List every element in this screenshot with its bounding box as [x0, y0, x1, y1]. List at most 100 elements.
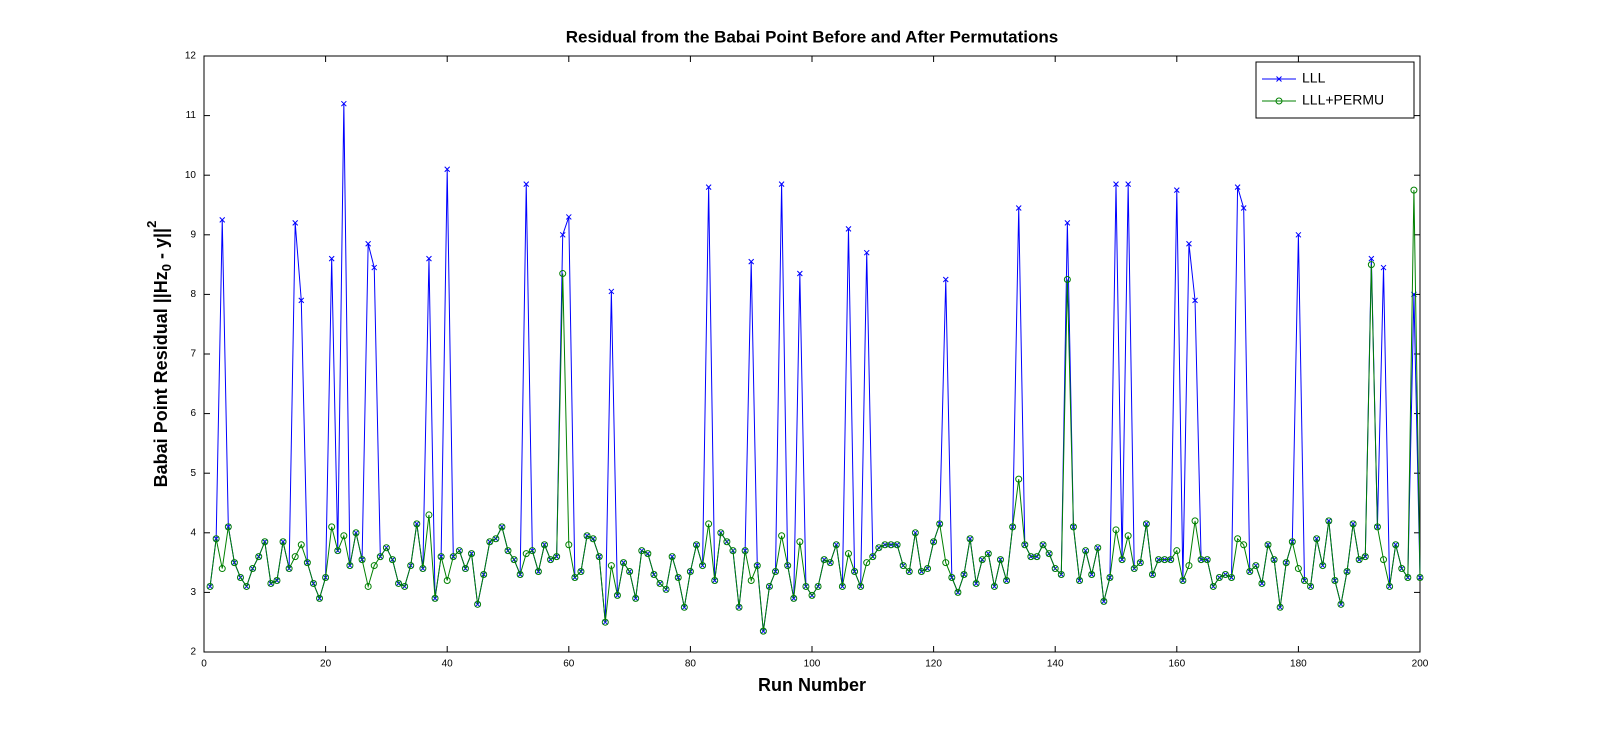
marker-x: [371, 264, 378, 271]
marker-circle: [796, 538, 804, 546]
marker-circle: [820, 556, 828, 564]
marker-circle: [1258, 579, 1266, 587]
x-tick-label: 180: [1290, 659, 1307, 670]
marker-circle: [206, 582, 214, 590]
marker-circle: [334, 547, 342, 555]
marker-circle: [1331, 576, 1339, 584]
y-axis-label: Babai Point Residual ||Hz0 - y||2: [144, 221, 174, 488]
x-tick-label: 120: [925, 659, 942, 670]
marker-circle: [857, 582, 865, 590]
marker-circle: [1179, 576, 1187, 584]
marker-circle: [1051, 565, 1059, 573]
marker-x: [219, 217, 226, 223]
marker-circle: [1337, 600, 1345, 608]
marker-circle: [1185, 562, 1193, 570]
marker-circle: [1294, 565, 1302, 573]
marker-circle: [942, 559, 950, 567]
marker-circle: [553, 553, 561, 561]
marker-x: [778, 181, 785, 187]
marker-circle: [1088, 571, 1096, 579]
marker-circle: [1319, 562, 1327, 570]
marker-circle: [1039, 541, 1047, 549]
marker-circle: [662, 585, 670, 593]
marker-circle: [1003, 576, 1011, 584]
marker-circle: [1228, 574, 1236, 581]
marker-circle: [261, 538, 269, 546]
marker-circle: [954, 588, 962, 596]
marker-circle: [692, 541, 700, 549]
marker-circle: [474, 600, 482, 608]
marker-circle: [1130, 565, 1138, 573]
marker-circle: [1373, 523, 1381, 531]
marker-circle: [236, 574, 244, 581]
marker-circle: [911, 529, 919, 537]
marker-circle: [765, 582, 773, 590]
marker-circle: [565, 541, 573, 549]
x-tick-label: 20: [320, 659, 332, 670]
marker-x: [845, 225, 852, 232]
marker-circle: [1380, 556, 1388, 564]
marker-circle: [656, 579, 664, 587]
marker-circle: [1057, 571, 1065, 579]
marker-circle: [492, 535, 500, 543]
marker-circle: [984, 550, 992, 558]
marker-circle: [601, 618, 609, 626]
marker-circle: [1416, 574, 1424, 581]
marker-circle: [936, 520, 944, 528]
marker-circle: [838, 582, 846, 590]
marker-circle: [303, 559, 311, 567]
marker-circle: [267, 579, 275, 587]
marker-circle: [407, 562, 415, 570]
marker-circle: [917, 568, 925, 576]
marker-circle: [686, 568, 694, 576]
marker-circle: [996, 556, 1004, 564]
marker-circle: [1276, 603, 1284, 611]
x-tick-label: 0: [201, 659, 207, 670]
marker-circle: [869, 553, 877, 561]
marker-circle: [540, 541, 548, 549]
marker-circle: [291, 553, 299, 561]
marker-circle: [449, 553, 457, 561]
marker-x: [1113, 181, 1119, 187]
legend-box: [1255, 61, 1415, 119]
y-tick-label: 4: [190, 527, 196, 538]
marker-circle: [316, 594, 324, 602]
marker-circle: [1240, 541, 1248, 549]
marker-circle: [1234, 535, 1242, 543]
marker-circle: [893, 541, 901, 549]
marker-circle: [1045, 550, 1053, 558]
marker-circle: [1325, 517, 1333, 525]
marker-circle: [504, 547, 512, 555]
plot-area: [203, 55, 1421, 653]
marker-circle: [1136, 559, 1144, 567]
marker-circle: [960, 571, 968, 579]
marker-x: [559, 231, 566, 238]
marker-circle: [1015, 475, 1023, 483]
marker-x: [444, 166, 451, 173]
marker-circle: [1404, 574, 1412, 581]
marker-x: [1380, 264, 1387, 271]
marker-circle: [638, 547, 646, 555]
marker-x: [942, 276, 949, 283]
marker-x: [863, 249, 870, 256]
marker-circle: [1215, 574, 1223, 581]
marker-circle: [382, 544, 390, 552]
marker-circle: [455, 547, 463, 555]
marker-circle: [297, 541, 305, 549]
marker-circle: [613, 591, 621, 599]
marker-circle: [930, 538, 938, 546]
marker-circle: [243, 582, 251, 590]
marker-circle: [729, 547, 737, 555]
marker-circle: [431, 594, 439, 602]
marker-circle: [498, 523, 506, 531]
marker-circle: [528, 547, 536, 555]
legend-label: LLL+PERMU: [1302, 92, 1384, 108]
marker-circle: [832, 541, 840, 549]
marker-x: [298, 297, 305, 304]
marker-circle: [875, 544, 883, 552]
marker-x: [705, 184, 712, 190]
marker-circle: [723, 538, 731, 546]
marker-circle: [1112, 526, 1120, 534]
marker-circle: [376, 553, 384, 561]
